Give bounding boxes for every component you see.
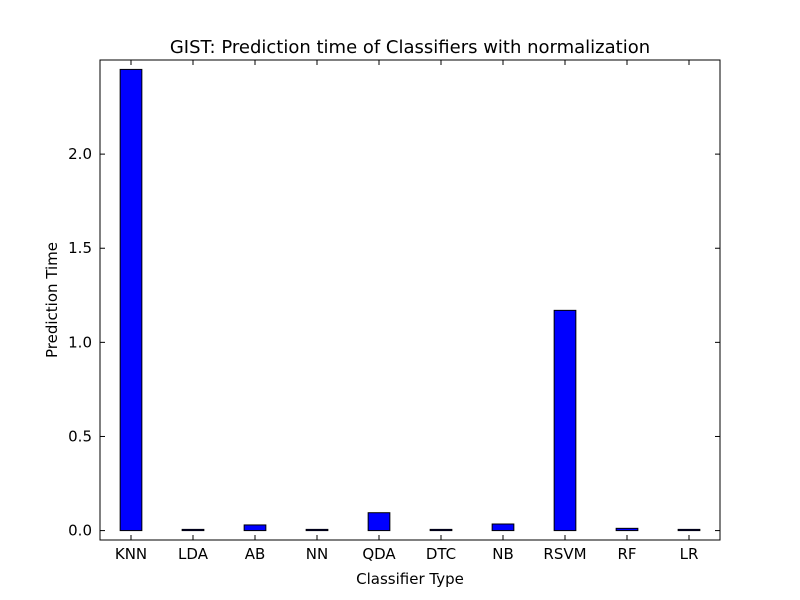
y-tick-label: 0.0 (68, 522, 92, 540)
x-tick-label-nn: NN (306, 545, 328, 563)
x-axis-label: Classifier Type (356, 570, 464, 588)
y-tick-label: 2.0 (68, 145, 92, 163)
x-tick-label-nb: NB (492, 545, 514, 563)
x-tick-label-rsvm: RSVM (543, 545, 586, 563)
bar-nb (491, 523, 515, 532)
x-tick-label-ab: AB (245, 545, 266, 563)
chart-title: GIST: Prediction time of Classifiers wit… (170, 37, 650, 58)
bar-dtc (429, 528, 453, 532)
bar-rf (615, 527, 639, 532)
y-tick-label: 0.5 (68, 427, 92, 445)
y-ticks-group: 0.0 0.5 1.0 1.5 2.0 (68, 145, 720, 540)
x-tick-label-dtc: DTC (426, 545, 456, 563)
plot-frame (99, 59, 721, 541)
y-tick-label: 1.5 (68, 239, 92, 257)
x-tick-label-lda: LDA (178, 545, 209, 563)
bar-qda (367, 512, 391, 532)
plot-area: KNN LDA AB NN QDA DTC NB RSVM RF LR 0.0 0.5 1.0 1.5 2… (68, 59, 721, 563)
bar-lr (677, 528, 701, 532)
x-tick-label-qda: QDA (362, 545, 396, 563)
bar-nn (305, 528, 329, 532)
x-ticks-group: KNN LDA AB NN QDA DTC NB RSVM RF LR (115, 60, 699, 563)
x-tick-label-rf: RF (617, 545, 636, 563)
y-tick-label: 1.0 (68, 333, 92, 351)
bar-knn (119, 68, 143, 532)
bar-rsvm (553, 309, 577, 532)
y-axis-label: Prediction Time (43, 242, 61, 358)
x-tick-label-lr: LR (680, 545, 699, 563)
bar-ab (243, 524, 267, 532)
bars-group (119, 68, 701, 532)
x-tick-label-knn: KNN (115, 545, 147, 563)
bar-lda (181, 528, 205, 532)
